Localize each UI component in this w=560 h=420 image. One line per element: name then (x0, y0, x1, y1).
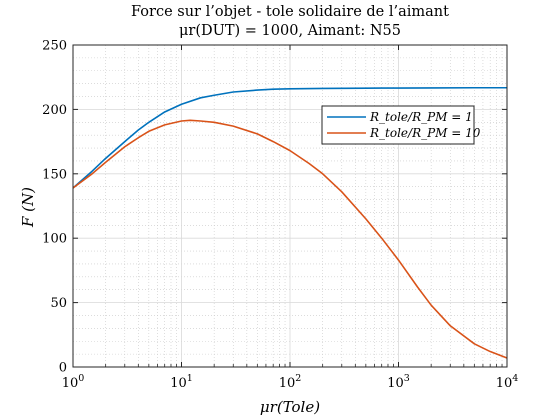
y-tick-label: 150 (42, 167, 67, 182)
legend-label-series-2: R_tole/R_PM = 10 (369, 126, 481, 140)
legend-label-series-1: R_tole/R_PM = 1 (369, 110, 473, 124)
x-axis-label: μr(Tole) (260, 398, 320, 416)
x-tick-label: 103 (387, 373, 410, 391)
legend: R_tole/R_PM = 1 R_tole/R_PM = 10 (321, 105, 481, 145)
series-line-2 (72, 119, 508, 359)
y-axis-label: F (N) (19, 187, 37, 228)
series-line-1 (72, 86, 507, 189)
grid-lines (72, 44, 508, 368)
x-tick-label: 104 (496, 373, 519, 391)
x-tick-label: 101 (170, 373, 193, 391)
chart-title: Force sur l’objet - tole solidaire de l’… (131, 4, 449, 20)
tick-marks (72, 44, 508, 368)
y-tick-label: 0 (59, 361, 67, 376)
x-tick-label: 102 (279, 373, 302, 391)
y-tick-label: 250 (42, 39, 67, 54)
y-tick-label: 200 (42, 103, 67, 118)
y-tick-label: 100 (42, 232, 67, 247)
series-lines (72, 86, 508, 359)
y-tick-label: 50 (50, 296, 67, 311)
tick-labels: 100 101 102 103 104 0 50 100 150 200 250 (42, 39, 518, 392)
legend-box (321, 105, 475, 145)
x-tick-label: 100 (62, 373, 85, 391)
chart-subtitle: μr(DUT) = 1000, Aimant: N55 (179, 23, 401, 39)
